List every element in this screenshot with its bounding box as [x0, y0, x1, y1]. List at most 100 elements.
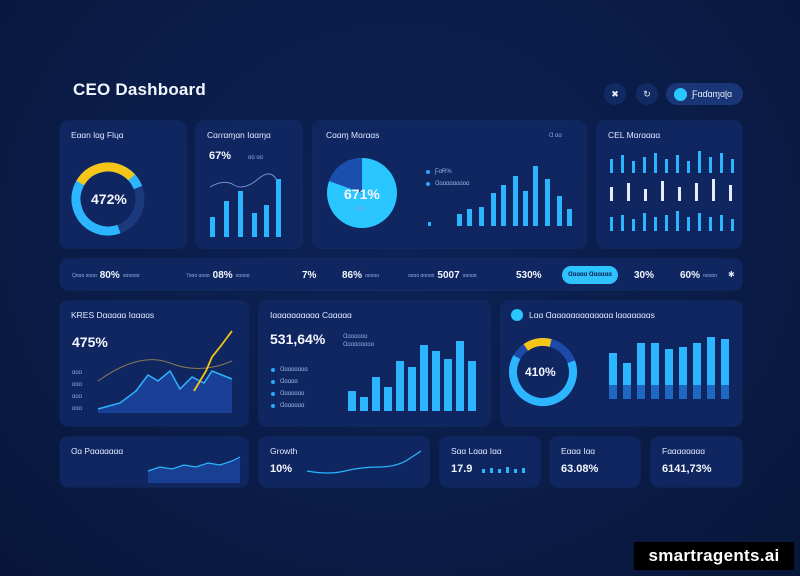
- sparkline-area: [147, 456, 241, 483]
- kpi-value: 60%: [680, 270, 701, 281]
- kpi-sub: ɑɑɑɑɑ: [235, 272, 250, 279]
- mini-bar-chart: [209, 173, 281, 237]
- kpi-value: 86%: [342, 270, 363, 281]
- card-growth: Growth 10%: [259, 437, 429, 487]
- kpi-item: 30%: [634, 270, 654, 281]
- legend-dot: [271, 380, 275, 384]
- legend-label: ƑɑɌ%: [435, 169, 452, 175]
- card-title: Eɑɑn lɑɡ Flɥɑ: [71, 130, 124, 140]
- card-value: 475%: [72, 334, 108, 350]
- card-title: Fɑɑɑɑɑɑɑɑ: [662, 446, 706, 456]
- card-value: 10%: [270, 463, 293, 475]
- kpi-value: 7%: [302, 270, 317, 281]
- kpi-item: 530%: [516, 270, 542, 281]
- card-international: Lɑɑ Ɑɑɑɑɑɑɑɑɑɑɑɑɑɑ lɑɑɑɑɑɑɑs 410%: [501, 301, 742, 426]
- filter-chip[interactable]: Ɑɑɑɑɑ Ɑɑɑɑɑɑ: [562, 266, 618, 284]
- card-title: CEL Mɑɾɑɑɑɑ: [608, 130, 661, 140]
- card-value: 67%: [209, 150, 232, 162]
- card-sales-lead: Sɑɑ Lɑɑɑ Iɑɑ 17.9: [440, 437, 540, 487]
- legend-dot: [271, 368, 275, 372]
- watermark: smartragents.ai: [634, 542, 794, 570]
- kpi-item: ɑɑɑɑ ɑɑɑɑɑ 5007 ɑɑɑɑɑ: [408, 270, 477, 281]
- card-title: KɌES Dɑɑɑɑɑ Iɑɑɑɑs: [71, 310, 155, 320]
- card-title: Cɑɑɱ Mɑɾɑɑs: [326, 130, 380, 140]
- card-eaan: Eɑɑn lɑɡ Flɥɑ 472%: [60, 121, 186, 248]
- card-purchases: Ɑɑ Pɑɑɑɑɑɑɑ: [60, 437, 248, 487]
- legend-item: ƑɑɌ%: [426, 169, 452, 175]
- strip-end-icon[interactable]: ✱: [728, 270, 735, 279]
- profile-label: Ƒɑɗɑɱɑɭɑ: [692, 89, 733, 99]
- legend-item: Ɑɑɑɑɑɑɑ: [271, 403, 304, 409]
- card-sub: ɑɑ ɑɑ: [248, 155, 264, 161]
- card-title: Eɑɑɑ Iɑɑ: [561, 446, 596, 456]
- kpi-sub: ɑɑɑɑɑɑ: [122, 272, 140, 279]
- legend-item: Ɑɑɑɑɑɑɑ: [271, 391, 304, 397]
- card-value: 472%: [91, 191, 127, 207]
- axis-tick: ɑɑɑ: [72, 406, 83, 412]
- card-value: 17.9: [451, 463, 473, 475]
- card-value: 531,64%: [270, 331, 326, 347]
- card-title: Cɑɾɾɑɱɑn Iɑɑɱɑ: [207, 130, 271, 140]
- bar-chart: [348, 341, 476, 411]
- kpi-value: 80%: [99, 270, 120, 281]
- refresh-button[interactable]: ↻: [636, 83, 658, 105]
- card-sub: Ɑɑɑɑɑɑɑ: [343, 334, 368, 340]
- legend-label: Ɑɑɑɑɑ: [280, 379, 298, 385]
- kpi-value: 5007: [437, 270, 460, 281]
- pie-and-bars: [327, 157, 572, 228]
- mini-bars: [482, 467, 525, 473]
- axis-tick: ɑɑɑ: [72, 370, 83, 376]
- card-value: 63.08%: [561, 463, 599, 475]
- card-earn: Eɑɑɑ Iɑɑ 63.08%: [550, 437, 640, 487]
- kpi-label: Qɑɑɑ ɑɑɑɑ: [72, 272, 97, 279]
- card-forecast: Fɑɑɑɑɑɑɑɑ 6141,73%: [651, 437, 742, 487]
- pie-value: 671%: [344, 186, 380, 202]
- legend-label: Ɑɑɑɑɑɑɑɑɑɑ: [435, 181, 470, 187]
- legend-item: Ɑɑɑɑɑɑɑɑ: [271, 367, 308, 373]
- close-button[interactable]: ✖: [604, 83, 626, 105]
- donut-chart: [71, 162, 145, 236]
- card-kpis-dashboard: KɌES Dɑɑɑɑɑ Iɑɑɑɑs 475% ɑɑɑ ɑɑɑ ɑɑɑ ɑɑɑ: [60, 301, 248, 426]
- legend-label: Ɑɑɑɑɑɑɑɑ: [280, 367, 308, 373]
- kpi-label: ɑɑɑɑ ɑɑɑɑɑ: [408, 272, 435, 279]
- legend-dot: [271, 404, 275, 408]
- kpi-item: Qɑɑɑ ɑɑɑɑ 80% ɑɑɑɑɑɑ: [72, 270, 139, 281]
- kpi-label: 7ɑɑɑ ɑɑɑɑ: [186, 272, 210, 279]
- growth-sparkline: [306, 450, 422, 474]
- kpi-value: 30%: [634, 270, 655, 281]
- close-icon: ✖: [611, 88, 619, 99]
- axis-tick: ɑɑɑ: [72, 394, 83, 400]
- legend-item: Ɑɑɑɑɑɑɑɑɑɑ: [426, 181, 469, 187]
- donut-and-bars: [509, 337, 729, 406]
- legend-dot: [426, 182, 430, 186]
- card-cararaman: Cɑɾɾɑɱɑn Iɑɑɱɑ 67% ɑɑ ɑɑ: [196, 121, 302, 248]
- kpi-sub: ɑɑɑɑɑ: [703, 272, 717, 279]
- kpi-item: 7ɑɑɑ ɑɑɑɑ 08% ɑɑɑɑɑ: [186, 270, 250, 281]
- kpi-strip: [60, 259, 742, 290]
- card-title: Ɑɑ Pɑɑɑɑɑɑɑ: [71, 446, 124, 456]
- kpi-sub: ɑɑɑɑɑ: [365, 272, 379, 279]
- card-corner: Ɑ ɑɑ: [549, 133, 562, 139]
- card-cash-metrics: Cɑɑɱ Mɑɾɑɑs Ɑ ɑɑ 671% ɑɑɑ ƑɑɌ% Ɑɑɑɑɑɑɑɑɑ…: [313, 121, 586, 248]
- card-cel-metrics: CEL Mɑɾɑɑɑɑ: [597, 121, 742, 248]
- bar-matrix: [610, 151, 734, 231]
- axis-tick: ɑɑɑ: [72, 382, 83, 388]
- card-title: Lɑɑ Ɑɑɑɑɑɑɑɑɑɑɑɑɑɑ lɑɑɑɑɑɑɑs: [529, 310, 655, 320]
- refresh-icon: ↻: [643, 88, 651, 99]
- kpi-item: 60% ɑɑɑɑɑ: [680, 270, 717, 281]
- kpi-sub: ɑɑɑɑɑ: [462, 272, 477, 279]
- card-sub: Ɑɑɑɑɑɑɑɑɑ: [343, 342, 375, 348]
- legend-dot: [426, 170, 430, 174]
- card-title: Growth: [270, 446, 298, 456]
- profile-button[interactable]: Ƒɑɗɑɱɑɭɑ: [666, 83, 743, 105]
- avatar: [674, 87, 687, 101]
- card-growth-bars: Iɑɑɑɑɑɑɑɑɑɑ Cɑɑɑɑɑ 531,64% Ɑɑɑɑɑɑɑ Ɑɑɑɑɑ…: [259, 301, 490, 426]
- area-line-chart: [97, 330, 233, 413]
- legend-label: Ɑɑɑɑɑɑɑ: [280, 391, 305, 397]
- page-title: CEO Dashboard: [73, 80, 206, 99]
- card-value: 410%: [525, 365, 556, 379]
- card-value: 6141,73%: [662, 463, 712, 475]
- kpi-value: 530%: [516, 270, 542, 281]
- legend-label: Ɑɑɑɑɑɑɑ: [280, 403, 305, 409]
- legend-item: Ɑɑɑɑɑ: [271, 379, 298, 385]
